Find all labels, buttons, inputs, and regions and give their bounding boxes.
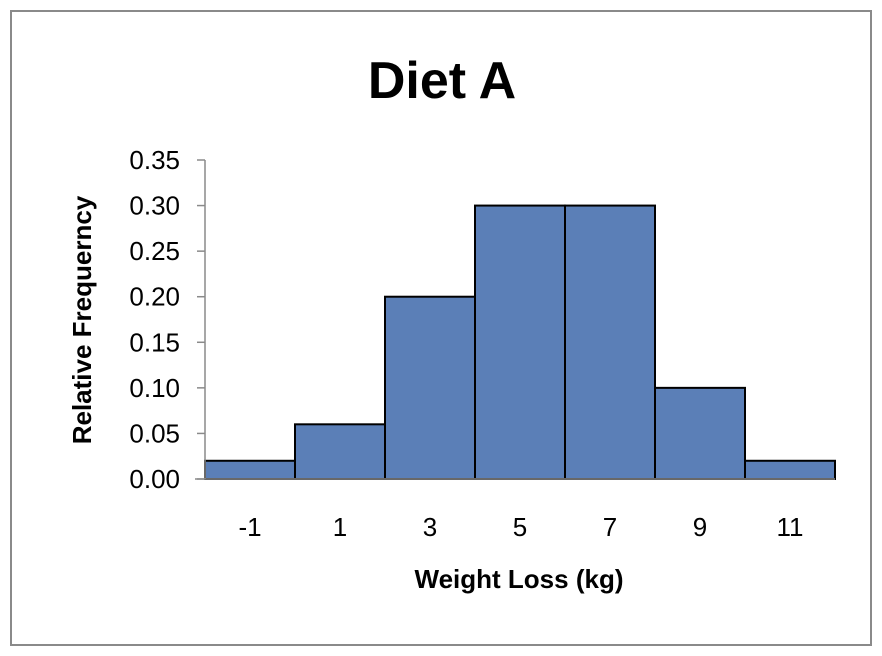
bar-5 xyxy=(474,204,566,480)
x-axis-title: Weight Loss (kg) xyxy=(415,564,624,594)
x-tick-label: 9 xyxy=(693,512,707,542)
bar-9 xyxy=(654,386,746,481)
bar-3 xyxy=(384,295,476,481)
y-tick-label: 0.15 xyxy=(129,327,180,357)
bars-group xyxy=(204,204,836,481)
bar--1 xyxy=(204,459,296,480)
x-tick-label: 7 xyxy=(603,512,617,542)
x-tick-label: -1 xyxy=(238,512,261,542)
y-tick-label: 0.35 xyxy=(129,145,180,175)
y-ticks-group: 0.00 0.05 0.10 0.15 0.20 0.25 0.30 0.35 xyxy=(129,145,205,494)
y-tick-label: 0.30 xyxy=(129,191,180,221)
x-tick-label: 5 xyxy=(513,512,527,542)
bar-1 xyxy=(294,423,386,481)
y-tick-label: 0.05 xyxy=(129,418,180,448)
bar-7 xyxy=(564,204,656,480)
x-tick-label: 11 xyxy=(777,512,804,542)
y-tick-label: 0.10 xyxy=(129,373,180,403)
chart-title: Diet A xyxy=(368,52,516,110)
x-tick-label: 3 xyxy=(423,512,437,542)
bar-11 xyxy=(744,459,836,480)
x-ticks-group: -1 1 3 5 7 9 11 xyxy=(238,512,803,542)
x-tick-label: 1 xyxy=(333,512,347,542)
y-tick-label: 0.00 xyxy=(129,464,180,494)
y-tick-label: 0.20 xyxy=(129,282,180,312)
y-axis-title: Relative Frequerncy xyxy=(67,195,97,444)
y-tick-label: 0.25 xyxy=(129,236,180,266)
